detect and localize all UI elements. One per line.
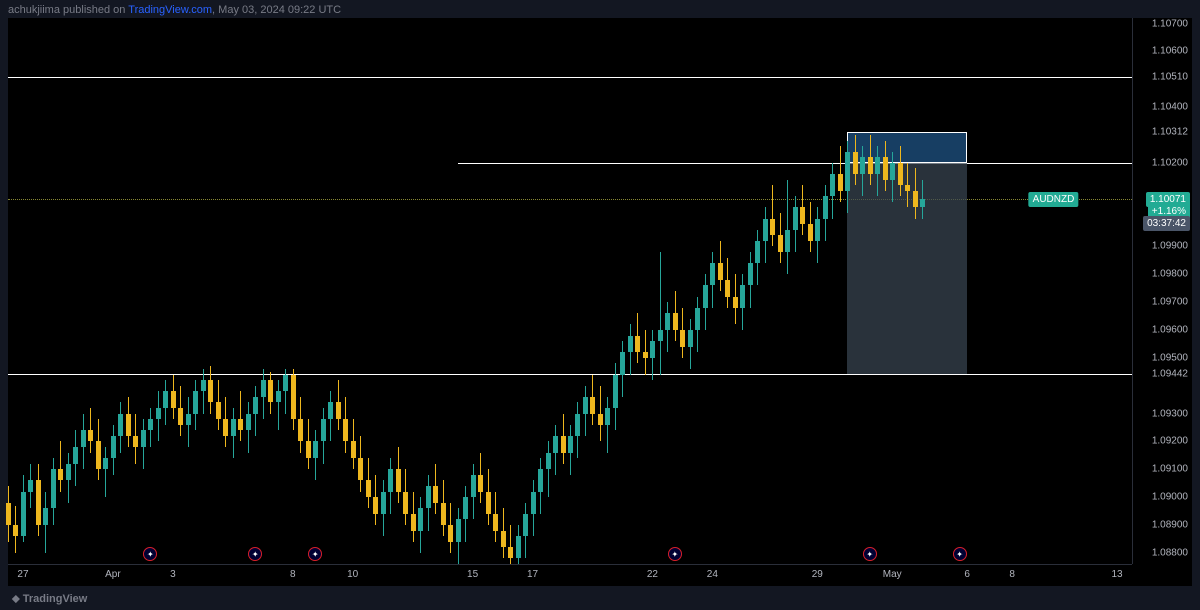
publish-header: achukjiima published on TradingView.com,…	[0, 0, 1200, 20]
author: achukjiima	[8, 4, 60, 16]
tv-logo-icon: ⬥	[12, 593, 20, 605]
brand-footer: ⬥ TradingView	[12, 593, 87, 606]
time-axis[interactable]: 27 Apr 3 8 10 15 17 22 24 29 May 6 8 13	[8, 564, 1132, 586]
time-tick: 6	[964, 569, 970, 580]
price-tick: 1.08900	[1152, 520, 1188, 531]
price-tick: 1.10200	[1152, 157, 1188, 168]
price-tick: 1.09700	[1152, 297, 1188, 308]
economic-event-icon[interactable]: ✦	[668, 547, 682, 561]
price-axis[interactable]: 1.10700 1.10600 1.10510 1.10400 1.10312 1.102…	[1132, 18, 1192, 564]
time-tick: 8	[290, 569, 296, 580]
time-tick: 13	[1111, 569, 1122, 580]
site-link[interactable]: TradingView.com	[128, 4, 212, 16]
price-tick: 1.09000	[1152, 492, 1188, 503]
time-tick: May	[883, 569, 902, 580]
time-tick: 29	[812, 569, 823, 580]
economic-event-icon[interactable]: ✦	[953, 547, 967, 561]
price-tick: 1.09500	[1152, 352, 1188, 363]
time-tick: 15	[467, 569, 478, 580]
time-tick: 27	[17, 569, 28, 580]
time-tick: 22	[647, 569, 658, 580]
price-tick: 1.10312	[1152, 126, 1188, 137]
price-tick: 1.10510	[1152, 71, 1188, 82]
symbol-badge: 03:37:42	[1143, 216, 1190, 231]
price-tick: 1.10400	[1152, 102, 1188, 113]
price-tick: 1.10600	[1152, 46, 1188, 57]
time-tick: 10	[347, 569, 358, 580]
economic-event-icon[interactable]: ✦	[248, 547, 262, 561]
time-tick: 8	[1009, 569, 1015, 580]
economic-event-icon[interactable]: ✦	[143, 547, 157, 561]
price-tick: 1.09600	[1152, 325, 1188, 336]
price-tick: 1.09200	[1152, 436, 1188, 447]
price-tick: 1.09900	[1152, 241, 1188, 252]
chart-plot-area[interactable]: NZD 1.105101.103121.09442AUDNZD✦✦✦✦✦✦	[8, 18, 1132, 564]
price-tick: 1.09300	[1152, 408, 1188, 419]
horizontal-line	[458, 163, 1132, 164]
economic-event-icon[interactable]: ✦	[863, 547, 877, 561]
horizontal-line	[8, 77, 1132, 78]
price-tick: 1.09100	[1152, 464, 1188, 475]
price-tick: 1.08800	[1152, 547, 1188, 558]
horizontal-line	[8, 374, 1132, 375]
price-tick: 1.09800	[1152, 269, 1188, 280]
economic-event-icon[interactable]: ✦	[308, 547, 322, 561]
time-tick: 3	[170, 569, 176, 580]
price-tick: 1.09442	[1152, 369, 1188, 380]
price-tick: 1.10700	[1152, 18, 1188, 29]
time-tick: 24	[707, 569, 718, 580]
time-tick: 17	[527, 569, 538, 580]
chart-container: NZD 1.105101.103121.09442AUDNZD✦✦✦✦✦✦ 1.…	[8, 18, 1192, 586]
time-tick: Apr	[105, 569, 121, 580]
symbol-badge: AUDNZD	[1029, 192, 1079, 207]
